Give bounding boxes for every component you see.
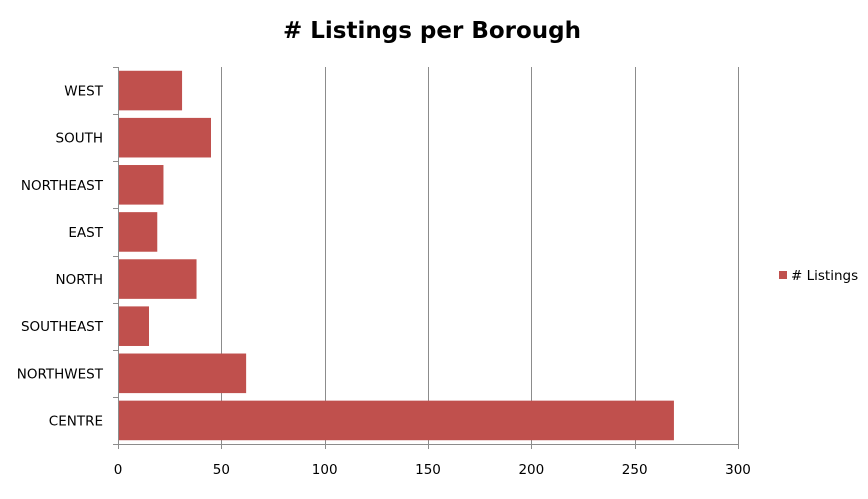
x-tick-label: 0: [114, 462, 123, 478]
x-tick-label: 250: [622, 462, 648, 478]
category-label: SOUTHEAST: [21, 319, 104, 335]
category-label: WEST: [64, 84, 103, 100]
legend: # Listings: [779, 268, 858, 284]
legend-label: # Listings: [791, 268, 858, 284]
chart-title: # Listings per Borough: [283, 18, 581, 44]
bar: [118, 400, 674, 441]
x-tick-label: 150: [415, 462, 441, 478]
bar: [118, 117, 211, 158]
bars: [118, 70, 674, 441]
bar: [118, 259, 197, 299]
category-label: SOUTH: [56, 131, 103, 147]
bar: [118, 70, 183, 111]
category-label: NORTHWEST: [17, 366, 104, 382]
gridlines: [221, 67, 739, 444]
category-label: NORTH: [55, 272, 103, 288]
x-tick-label: 200: [518, 462, 544, 478]
tick-labels: 0 50 100 150 200 250 300: [114, 462, 751, 478]
bar: [118, 212, 158, 252]
axes: [113, 67, 739, 449]
x-tick-label: 50: [213, 462, 230, 478]
category-labels: WEST SOUTH NORTHEAST EAST NORTH SOUTHEAST NORT…: [17, 84, 104, 430]
bar: [118, 306, 149, 346]
legend-swatch: [779, 271, 787, 279]
x-tick-label: 100: [312, 462, 338, 478]
bar: [118, 353, 247, 394]
bar: [118, 165, 164, 205]
category-label: EAST: [68, 225, 103, 241]
category-label: NORTHEAST: [21, 178, 104, 194]
category-label: CENTRE: [49, 413, 103, 429]
x-tick-label: 300: [725, 462, 751, 478]
